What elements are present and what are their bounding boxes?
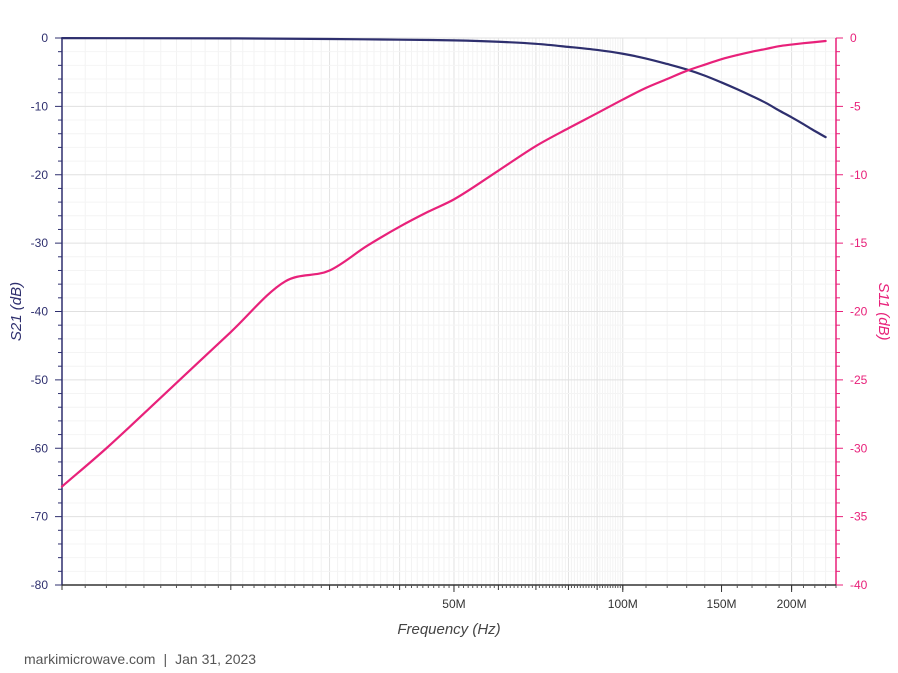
right-axis-tick-label: -35 bbox=[850, 510, 868, 524]
left-axis-tick-label: -30 bbox=[31, 236, 49, 250]
right-axis-tick-label: -40 bbox=[850, 578, 868, 592]
x-axis-title: Frequency (Hz) bbox=[397, 621, 500, 638]
right-axis-tick-label: -5 bbox=[850, 99, 861, 113]
left-axis-tick-label: -20 bbox=[31, 168, 49, 182]
series-line-right bbox=[60, 39, 827, 488]
x-axis-tick-label: 150M bbox=[707, 597, 737, 611]
left-axis-tick-label: -60 bbox=[31, 441, 49, 455]
series-line-left bbox=[60, 37, 827, 139]
footer-site[interactable]: markimicrowave.com bbox=[24, 651, 156, 667]
right-axis-tick-label: -25 bbox=[850, 373, 868, 387]
left-axis-title: S21 (dB) bbox=[8, 282, 25, 341]
footer-date: Jan 31, 2023 bbox=[175, 651, 257, 667]
left-axis-tick-label: -50 bbox=[31, 373, 49, 387]
right-axis-title: S11 (dB) bbox=[875, 282, 892, 340]
right-axis-tick-label: -30 bbox=[850, 441, 868, 455]
footer-separator: | bbox=[163, 651, 168, 667]
left-axis-tick-label: -80 bbox=[31, 578, 49, 592]
axes: 0 -10 -20 -30 -40 -50 -60 -70 -80 0 -5 -10 -15 -20 -25… bbox=[31, 31, 868, 611]
left-axis-tick-label: -40 bbox=[31, 305, 49, 319]
right-axis-tick-label: 0 bbox=[850, 31, 857, 45]
x-axis-tick-label: 50M bbox=[442, 597, 465, 611]
x-axis-tick-label: 100M bbox=[608, 597, 638, 611]
left-axis-tick-label: -70 bbox=[31, 510, 49, 524]
left-axis-tick-label: 0 bbox=[41, 31, 48, 45]
right-axis-tick-label: -20 bbox=[850, 305, 868, 319]
footer: markimicrowave.com | Jan 31, 2023 bbox=[24, 651, 256, 667]
right-axis-tick-label: -15 bbox=[850, 236, 868, 250]
grid bbox=[61, 37, 837, 586]
series bbox=[60, 37, 827, 488]
left-axis-tick-label: -10 bbox=[31, 99, 49, 113]
x-axis-tick-label: 200M bbox=[777, 597, 807, 611]
right-axis-tick-label: -10 bbox=[850, 168, 868, 182]
